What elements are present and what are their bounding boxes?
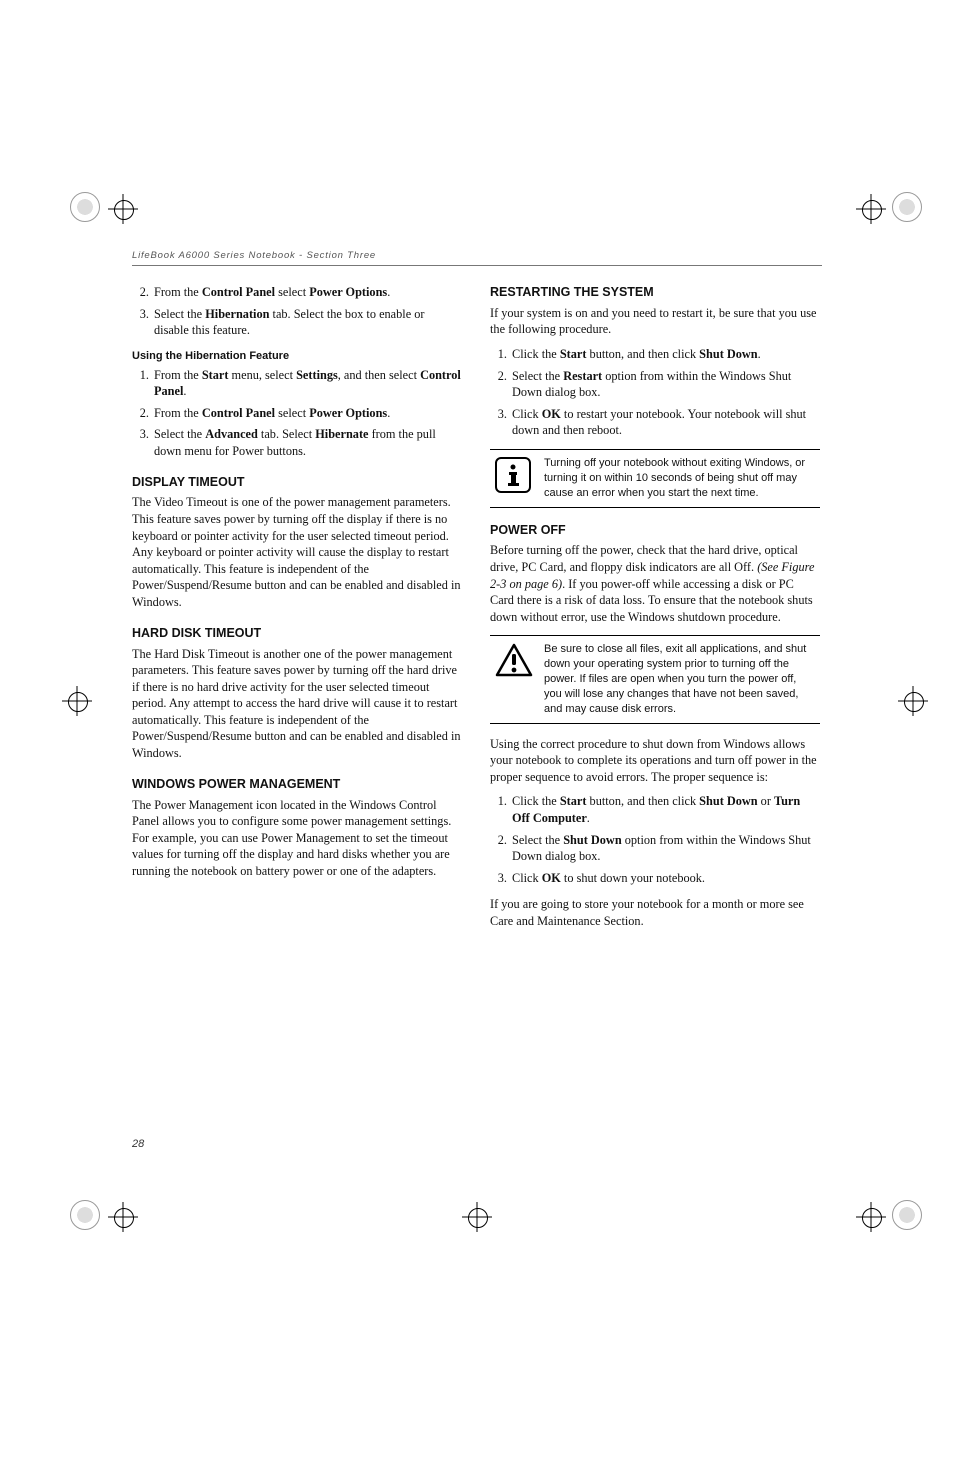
list-item: Select the Hibernation tab. Select the b… [152,306,462,339]
list-item: From the Control Panel select Power Opti… [152,284,462,301]
restarting-heading: RESTARTING THE SYSTEM [490,284,820,301]
reg-mark-ml [66,690,88,712]
list-item: Select the Shut Down option from within … [510,832,820,865]
left-column: From the Control Panel select Power Opti… [132,284,462,938]
restart-steps: Click the Start button, and then click S… [490,346,820,439]
crop-circle-tl [70,192,100,222]
warning-callout-text: Be sure to close all files, exit all app… [544,642,816,716]
crop-circle-br [892,1200,922,1230]
power-off-text: Before turning off the power, check that… [490,542,820,625]
warning-callout: Be sure to close all files, exit all app… [490,635,820,723]
info-callout: Turning off your notebook without exitin… [490,449,820,508]
shutdown-intro-text: Using the correct procedure to shut down… [490,736,820,786]
crop-circle-tr [892,192,922,222]
windows-power-mgmt-text: The Power Management icon located in the… [132,797,462,880]
store-note-text: If you are going to store your notebook … [490,896,820,929]
hard-disk-timeout-heading: HARD DISK TIMEOUT [132,625,462,642]
reg-mark-bl [112,1206,134,1228]
warning-icon [494,642,534,685]
list-item: Select the Restart option from within th… [510,368,820,401]
crop-circle-bl [70,1200,100,1230]
cp-steps: From the Control Panel select Power Opti… [132,284,462,339]
reg-mark-bc [466,1206,488,1228]
display-timeout-heading: DISPLAY TIMEOUT [132,474,462,491]
using-hibernation-heading: Using the Hibernation Feature [132,349,462,364]
running-head: LifeBook A6000 Series Notebook - Section… [132,250,822,261]
list-item: Click the Start button, and then click S… [510,346,820,363]
page-number: 28 [132,1138,144,1150]
head-rule [132,265,822,266]
hard-disk-timeout-text: The Hard Disk Timeout is another one of … [132,646,462,762]
page-body: LifeBook A6000 Series Notebook - Section… [132,250,822,938]
reg-mark-tl [112,198,134,220]
windows-power-mgmt-heading: WINDOWS POWER MANAGEMENT [132,776,462,793]
shutdown-steps: Click the Start button, and then click S… [490,793,820,886]
display-timeout-text: The Video Timeout is one of the power ma… [132,494,462,610]
power-off-heading: POWER OFF [490,522,820,539]
list-item: Click the Start button, and then click S… [510,793,820,826]
reg-mark-mr [902,690,924,712]
info-callout-text: Turning off your notebook without exitin… [544,456,816,501]
list-item: Click OK to shut down your notebook. [510,870,820,887]
reg-mark-tr [860,198,882,220]
columns: From the Control Panel select Power Opti… [132,284,822,938]
list-item: Click OK to restart your notebook. Your … [510,406,820,439]
list-item: From the Control Panel select Power Opti… [152,405,462,422]
right-column: RESTARTING THE SYSTEM If your system is … [490,284,820,938]
list-item: From the Start menu, select Settings, an… [152,367,462,400]
using-hibernation-steps: From the Start menu, select Settings, an… [132,367,462,460]
reg-mark-br [860,1206,882,1228]
restarting-text: If your system is on and you need to res… [490,305,820,338]
list-item: Select the Advanced tab. Select Hibernat… [152,426,462,459]
info-icon [494,456,534,499]
